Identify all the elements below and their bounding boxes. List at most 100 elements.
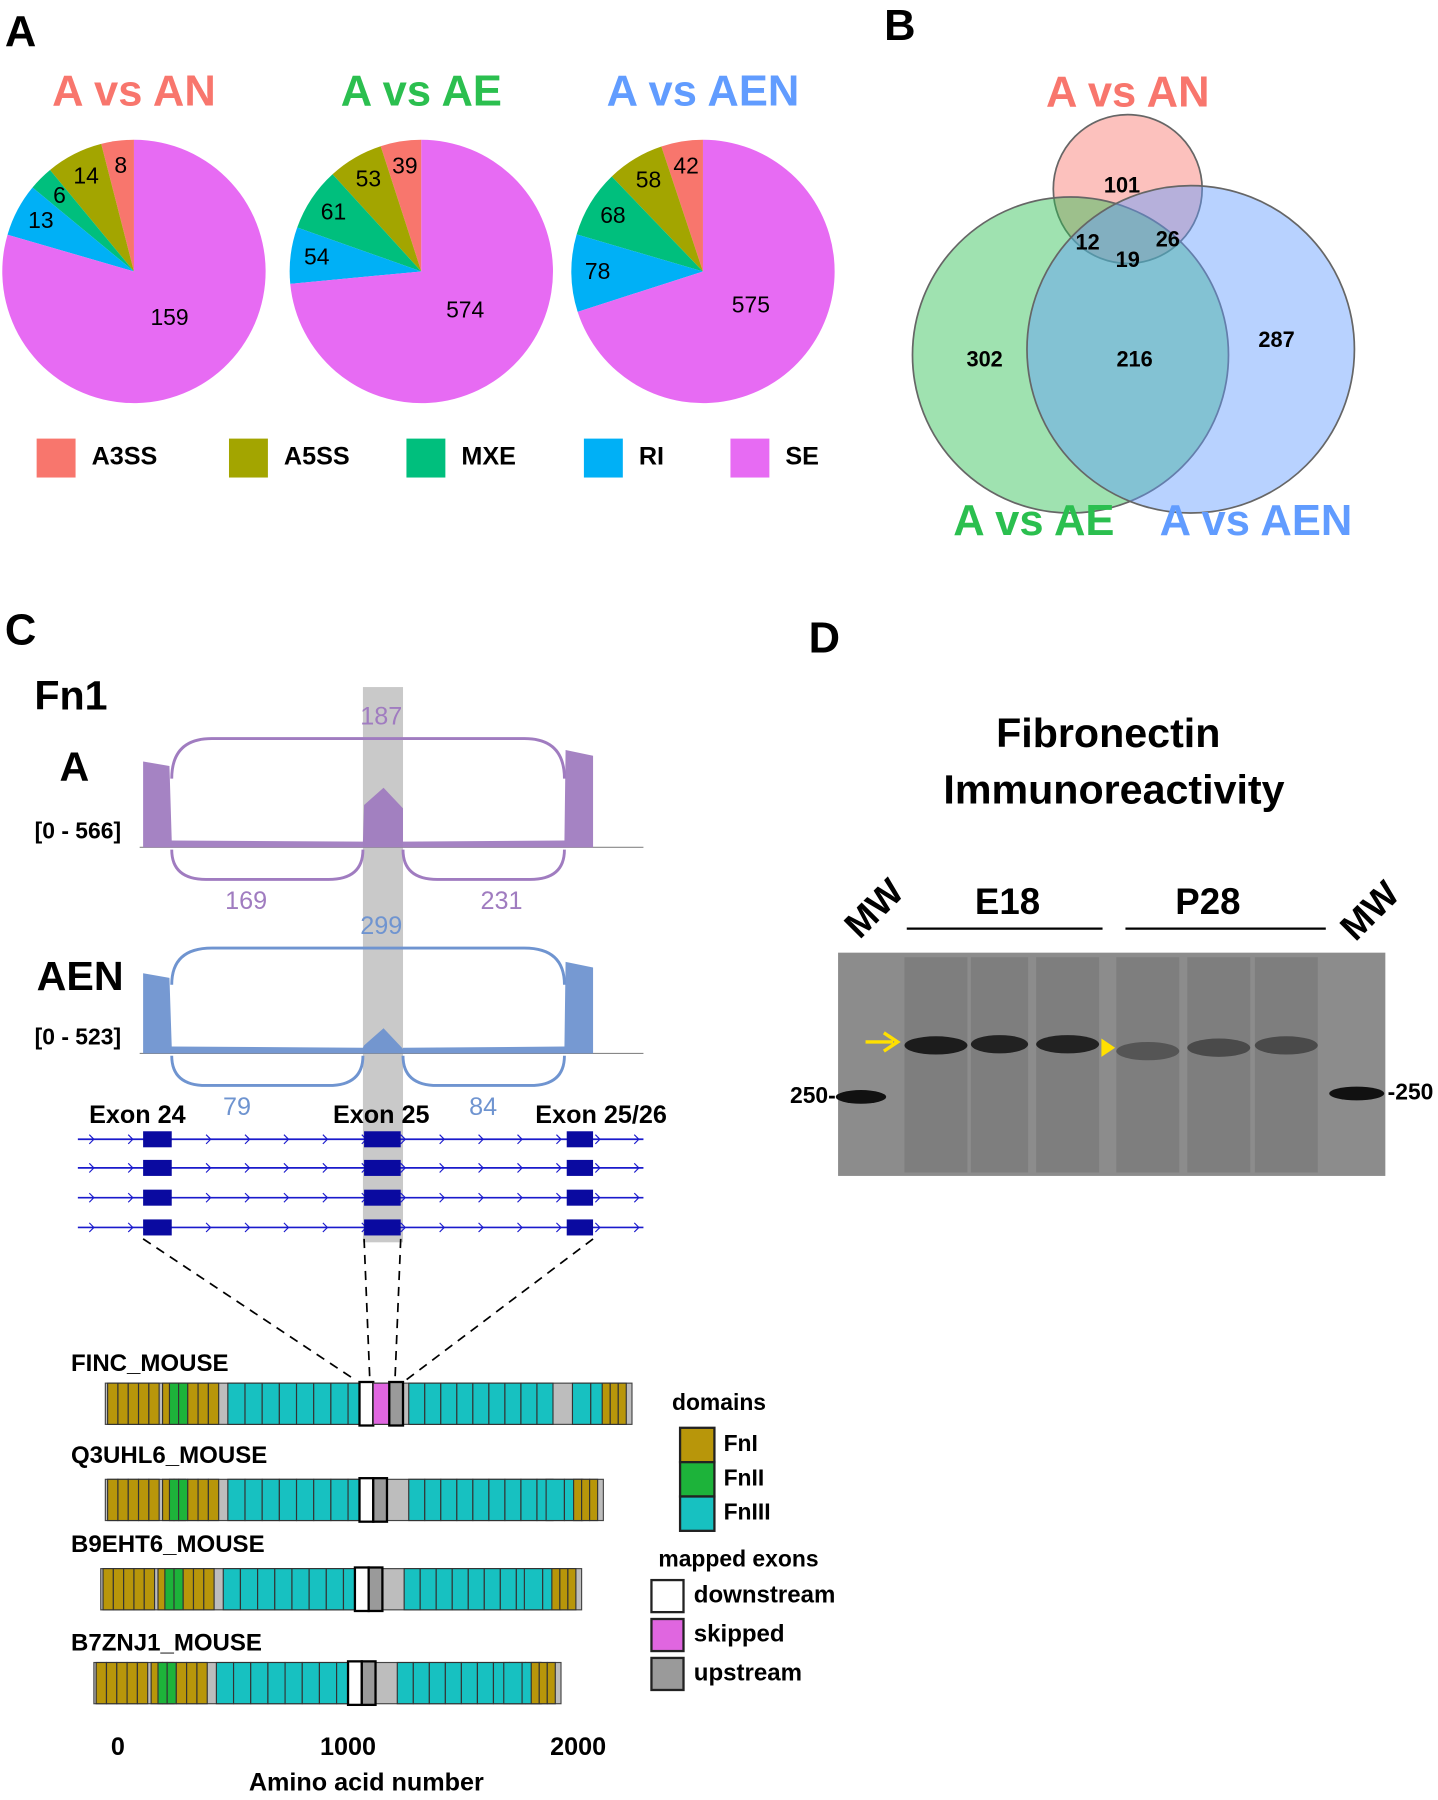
pie-slice: [2, 139, 266, 404]
domain: [203, 1568, 215, 1611]
strand-arrow: [517, 1192, 523, 1203]
strand-arrow: [322, 1222, 329, 1233]
domain: [330, 1382, 349, 1425]
strand-arrow: [556, 1162, 562, 1173]
track-range: [0 - 566]: [35, 817, 121, 843]
strand-arrow: [244, 1134, 251, 1145]
domain: [451, 1568, 469, 1611]
domain: [126, 1661, 138, 1705]
protein: [104, 1477, 604, 1523]
strand-arrow: [594, 1162, 601, 1173]
domain: [573, 1478, 583, 1522]
slice-label: 8: [114, 152, 127, 178]
zoom-line: [394, 1238, 402, 1380]
domain: [428, 1661, 446, 1705]
domain: [419, 1568, 437, 1611]
domain: [504, 1478, 522, 1522]
strand-arrow: [439, 1192, 446, 1203]
domain: [148, 1382, 160, 1425]
x-tick-label: 1000: [320, 1733, 376, 1761]
domain: [403, 1568, 421, 1611]
domain: [127, 1382, 140, 1425]
legend-label: upstream: [694, 1659, 802, 1686]
exon-box: [364, 1131, 401, 1148]
domain: [227, 1478, 246, 1522]
domain: [261, 1382, 280, 1425]
domain: [123, 1568, 135, 1611]
domain: [117, 1382, 129, 1425]
domain: [187, 1478, 199, 1522]
venn-count: 101: [1104, 172, 1140, 197]
domain: [284, 1661, 303, 1705]
slice-label: 13: [28, 207, 53, 233]
strand-arrow: [633, 1192, 640, 1203]
domain: [295, 1478, 315, 1522]
strand-arrow: [322, 1192, 329, 1203]
band: [1036, 1035, 1100, 1054]
domain: [571, 1382, 592, 1425]
marker-band: [835, 1090, 887, 1104]
strand-arrow: [322, 1134, 329, 1145]
panel-label: C: [5, 607, 36, 655]
slice-label: 68: [600, 202, 625, 228]
legend-label: FnIII: [724, 1499, 771, 1525]
zoom-line: [363, 1238, 371, 1380]
domain: [330, 1478, 349, 1522]
strand-arrow: [400, 1134, 407, 1145]
x-axis-title: Amino acid number: [249, 1769, 484, 1797]
exon-down: [358, 1380, 375, 1427]
domain: [232, 1661, 252, 1705]
junction-arc: [170, 1055, 365, 1087]
domain: [313, 1382, 332, 1425]
domain: [107, 1478, 119, 1522]
strand-arrow: [244, 1222, 251, 1233]
strand-arrow: [205, 1134, 212, 1145]
strand-arrow: [244, 1162, 251, 1173]
domain: [295, 1382, 315, 1425]
band: [1187, 1038, 1251, 1057]
domain: [95, 1661, 108, 1705]
band: [1254, 1036, 1318, 1055]
domain: [274, 1568, 293, 1611]
venn-count: 19: [1116, 247, 1140, 272]
domain: [192, 1568, 205, 1611]
protein: [93, 1660, 562, 1707]
lane-label: MW: [836, 870, 911, 945]
domain: [424, 1478, 442, 1522]
domain: [483, 1568, 501, 1611]
venn-count: 302: [966, 347, 1002, 372]
pie-slice: [297, 174, 422, 272]
strand-arrow: [127, 1162, 134, 1173]
marker-band: [1329, 1086, 1385, 1101]
slice-label: 14: [73, 163, 99, 189]
exon-box: [566, 1159, 594, 1176]
domain: [182, 1568, 195, 1611]
strand-arrow: [205, 1222, 212, 1233]
lane: [904, 957, 968, 1173]
domain: [609, 1382, 619, 1425]
strand-arrow: [556, 1134, 562, 1145]
lane-label: MW: [1332, 873, 1407, 948]
strand-arrow: [127, 1134, 134, 1145]
lane: [1254, 957, 1318, 1173]
pie-slice: [571, 234, 703, 312]
strand-arrow: [244, 1192, 251, 1203]
domain: [222, 1568, 242, 1611]
legend-swatch: [650, 1578, 685, 1614]
marker-label: -250: [1388, 1079, 1434, 1105]
lane: [1187, 957, 1251, 1173]
domain: [472, 1478, 490, 1522]
legend-swatch: [228, 438, 268, 478]
exon-down: [358, 1477, 375, 1523]
domain: [133, 1568, 145, 1611]
strand-arrow: [205, 1192, 212, 1203]
domain: [173, 1568, 184, 1611]
marker-label: 250-: [790, 1082, 836, 1108]
exon-up: [372, 1477, 389, 1523]
strand-arrow: [517, 1134, 523, 1145]
protein: [100, 1566, 583, 1613]
domain: [488, 1382, 506, 1425]
domain: [545, 1478, 566, 1522]
slice-label: 54: [304, 244, 330, 270]
domain: [127, 1478, 140, 1522]
